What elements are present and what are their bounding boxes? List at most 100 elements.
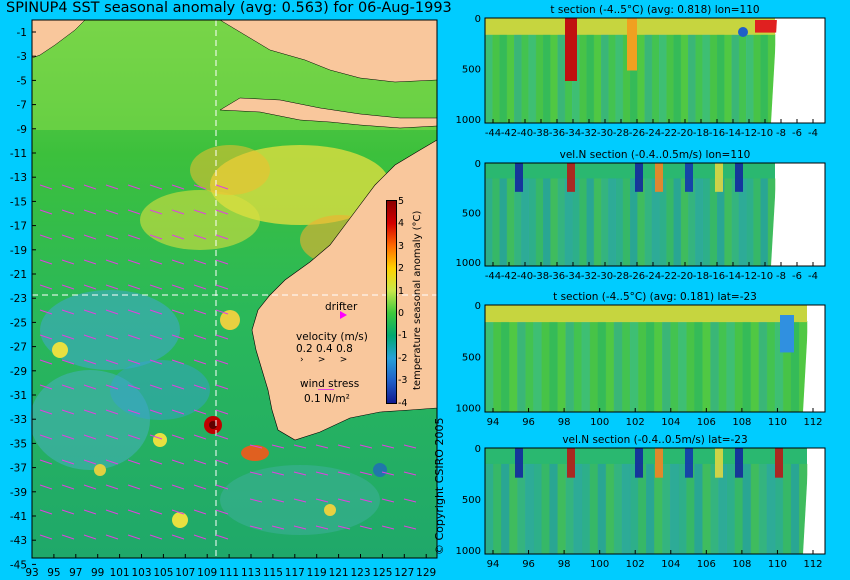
section-xtick-label: -24 <box>645 271 661 282</box>
wind-vector <box>105 334 119 340</box>
drifter-label: drifter <box>325 301 358 313</box>
wind-vector <box>39 209 53 215</box>
velocity-scale: 0.2 0.4 0.8 <box>296 343 353 355</box>
lat-tick-label: -1 <box>17 27 27 39</box>
wind-vector <box>271 498 285 503</box>
wind-vector <box>149 434 163 440</box>
wind-vector <box>249 525 263 530</box>
wind-vector <box>271 471 285 476</box>
wind-vector <box>315 525 329 530</box>
lat-tick-label: -41 <box>10 511 27 523</box>
section-xtick-label: 104 <box>661 417 680 428</box>
section-ytick-label: 0 <box>475 159 481 170</box>
wind-vector <box>39 459 53 465</box>
wind-vector <box>149 509 163 515</box>
wind-vector <box>61 534 75 540</box>
wind-vector <box>171 484 185 490</box>
section-ytick-label: 500 <box>462 64 481 75</box>
wind-vector <box>83 509 97 515</box>
wind-vector <box>105 409 119 415</box>
wind-vector <box>149 384 163 390</box>
wind-vector <box>215 184 229 190</box>
wind-vector <box>83 359 97 365</box>
section-ytick-label: 0 <box>475 444 481 455</box>
wind-vector <box>127 409 141 415</box>
section-xtick-label: -16 <box>709 271 725 282</box>
wind-vector <box>381 444 395 449</box>
section-ytick-label: 500 <box>462 495 481 506</box>
lat-tick-label: -15 <box>10 196 27 208</box>
wind-vector <box>215 534 229 540</box>
lon-tick-label: 127 <box>394 567 414 579</box>
wind-vector <box>39 284 53 290</box>
wind-vector <box>61 384 75 390</box>
lat-tick-label: -17 <box>10 221 27 233</box>
lat-tick-label: -25 <box>10 317 27 329</box>
wind-vector <box>83 459 97 465</box>
wind-vector <box>381 471 395 476</box>
wind-vector <box>105 534 119 540</box>
wind-vector <box>61 259 75 265</box>
section-xtick-label: -12 <box>741 271 757 282</box>
wind-vector <box>403 498 417 503</box>
wind-vector <box>39 384 53 390</box>
wind-vector <box>105 234 119 240</box>
wind-vector <box>61 484 75 490</box>
section-xtick-label: -44 <box>485 128 501 139</box>
wind-vector <box>127 359 141 365</box>
section-xtick-label: -30 <box>597 271 613 282</box>
section-xtick-label: -34 <box>565 128 581 139</box>
section-xtick-label: 106 <box>697 559 716 570</box>
lon-tick-label: 121 <box>329 567 349 579</box>
colorbar <box>386 200 397 404</box>
section-xtick-label: 96 <box>522 559 535 570</box>
lon-tick-label: 123 <box>350 567 370 579</box>
velocity-label: velocity (m/s) <box>296 331 368 343</box>
wind-vector <box>171 284 185 290</box>
lon-tick-label: 111 <box>219 567 239 579</box>
section-xtick-label: -6 <box>792 271 802 282</box>
colorbar-tick-label: -3 <box>398 375 408 387</box>
wind-vector <box>215 309 229 315</box>
section-xtick-label: -40 <box>517 271 533 282</box>
wind-vector <box>127 184 141 190</box>
wind-vector <box>105 384 119 390</box>
wind-vector <box>193 259 207 265</box>
lat-tick-label: -31 <box>10 390 27 402</box>
section-xtick-label: -16 <box>709 128 725 139</box>
lat-tick-label: -3 <box>17 51 27 63</box>
wind-vector <box>171 509 185 515</box>
section-xtick-label: -4 <box>808 271 818 282</box>
wind-vector <box>127 534 141 540</box>
wind-vector <box>61 509 75 515</box>
section-xtick-label: -34 <box>565 271 581 282</box>
wind-vector <box>83 209 97 215</box>
section-ytick-label: 1000 <box>456 546 481 557</box>
wind-vector <box>61 459 75 465</box>
section-xtick-label: -18 <box>693 128 709 139</box>
section-xtick-label: -38 <box>533 271 549 282</box>
wind-vector <box>171 534 185 540</box>
wind-vector <box>293 525 307 530</box>
section-xtick-label: -8 <box>776 128 786 139</box>
wind-vector <box>171 359 185 365</box>
wind-vector <box>105 484 119 490</box>
wind-vector <box>293 444 307 449</box>
lat-tick-label: -5 <box>17 75 27 87</box>
wind-vector <box>171 409 185 415</box>
wind-vector <box>215 284 229 290</box>
wind-vector <box>249 471 263 476</box>
section-ytick-label: 1000 <box>456 115 481 126</box>
section-xtick-label: -12 <box>741 128 757 139</box>
wind-stress-label: wind stress <box>300 378 360 390</box>
wind-vector <box>337 444 351 449</box>
wind-vector <box>149 334 163 340</box>
wind-vector <box>215 409 229 415</box>
wind-vector <box>105 459 119 465</box>
lon-tick-label: 129 <box>416 567 436 579</box>
wind-vector <box>61 434 75 440</box>
section-ytick-label: 500 <box>462 208 481 219</box>
wind-vector <box>39 434 53 440</box>
lon-tick-label: 113 <box>241 567 261 579</box>
wind-vector <box>127 484 141 490</box>
